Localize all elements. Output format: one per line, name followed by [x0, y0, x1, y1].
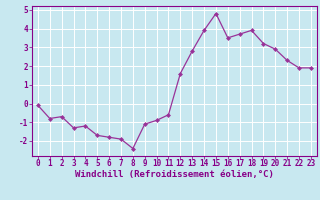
X-axis label: Windchill (Refroidissement éolien,°C): Windchill (Refroidissement éolien,°C) [75, 170, 274, 179]
